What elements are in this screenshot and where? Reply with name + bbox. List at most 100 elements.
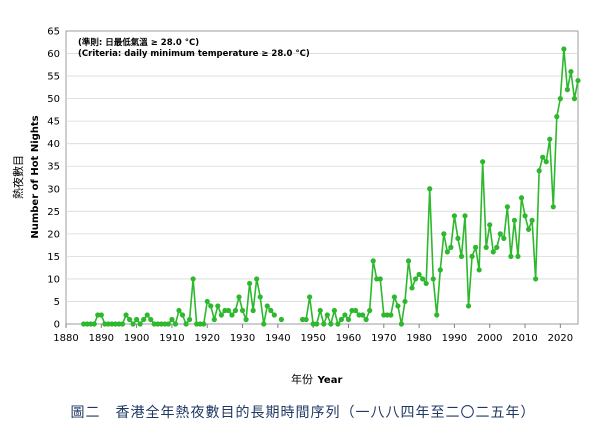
data-point xyxy=(345,316,352,323)
data-point xyxy=(469,253,475,259)
y-tick-label: 45 xyxy=(47,117,60,128)
data-point xyxy=(264,303,270,309)
x-tick-label: 1930 xyxy=(230,333,255,344)
data-point xyxy=(307,294,313,300)
annotation-zh: (準則: 日最低氣溫 ≥ 28.0 °C) xyxy=(78,37,199,48)
data-point xyxy=(232,307,239,314)
y-tick-label: 40 xyxy=(47,139,60,150)
y-axis-title-en: Number of Hot Nights xyxy=(30,115,41,238)
x-tick-label: 1940 xyxy=(265,333,290,344)
annotation-en: (Criteria: daily minimum temperature ≥ 2… xyxy=(78,49,310,59)
y-tick-label: 5 xyxy=(54,297,60,308)
data-point xyxy=(557,96,563,102)
data-point xyxy=(518,195,525,201)
data-point xyxy=(317,307,323,314)
data-point xyxy=(201,321,207,327)
y-tick-label: 35 xyxy=(47,162,60,173)
data-point xyxy=(137,321,143,327)
x-tick-label: 1990 xyxy=(442,333,467,344)
data-point xyxy=(342,312,348,318)
y-tick-label: 20 xyxy=(47,229,60,240)
data-point xyxy=(243,316,249,323)
y-tick-label: 30 xyxy=(47,184,60,195)
x-axis-title: 年份 Year xyxy=(291,372,342,386)
y-axis-title: 熱夜數目 Number of Hot Nights xyxy=(11,115,41,238)
data-point xyxy=(278,316,284,323)
x-tick-label: 2020 xyxy=(548,333,573,344)
y-axis-title-zh: 熱夜數目 xyxy=(11,155,25,199)
data-point xyxy=(494,244,500,250)
data-point xyxy=(458,253,465,259)
x-tick-label: 2010 xyxy=(512,333,537,344)
data-point xyxy=(363,316,369,323)
y-axis-ticks: 0 5 10 15 20 25 30 35 40 45 50 55 60 65 xyxy=(47,27,60,331)
data-point xyxy=(409,285,415,291)
data-point xyxy=(360,312,366,318)
data-point xyxy=(141,316,147,323)
data-point xyxy=(144,312,150,318)
plot-area xyxy=(65,30,579,325)
data-point xyxy=(543,159,549,165)
x-tick-label: 1900 xyxy=(124,333,149,344)
data-point xyxy=(271,312,277,318)
data-point xyxy=(533,276,539,282)
data-point xyxy=(501,235,507,241)
data-point xyxy=(183,321,189,327)
y-tick-label: 50 xyxy=(47,94,60,105)
data-point xyxy=(568,68,574,75)
data-point xyxy=(250,307,256,314)
data-point xyxy=(554,114,560,120)
x-axis-ticks: 1880 1890 1900 1910 1920 1930 1940 1950 1960 1970… xyxy=(53,324,573,344)
data-point xyxy=(462,213,468,219)
data-point xyxy=(338,316,345,323)
data-point xyxy=(448,244,454,250)
data-point xyxy=(126,316,133,323)
data-point xyxy=(247,280,253,287)
x-tick-label: 1950 xyxy=(300,333,325,344)
y-tick-label: 65 xyxy=(47,27,60,38)
data-point xyxy=(529,217,535,223)
data-point xyxy=(190,276,196,282)
x-tick-label: 1960 xyxy=(336,333,361,344)
data-point xyxy=(441,231,447,237)
data-point xyxy=(395,303,401,309)
data-point xyxy=(504,204,510,210)
x-axis-title-zh: 年份 xyxy=(291,372,313,386)
data-point xyxy=(239,307,246,314)
data-point xyxy=(236,294,242,300)
data-point xyxy=(473,244,479,250)
data-point xyxy=(335,321,341,327)
data-point xyxy=(328,321,334,327)
data-point xyxy=(451,213,458,219)
data-point xyxy=(148,316,154,323)
data-point xyxy=(427,186,433,192)
data-point xyxy=(508,253,514,259)
data-point xyxy=(204,298,210,305)
data-point xyxy=(324,312,330,318)
data-point xyxy=(444,249,450,255)
data-point xyxy=(465,303,472,309)
data-point xyxy=(525,226,532,232)
data-point xyxy=(257,294,263,300)
data-point xyxy=(405,258,412,264)
data-point xyxy=(391,294,397,300)
data-point xyxy=(229,312,235,318)
x-tick-label: 1880 xyxy=(53,333,78,344)
y-tick-label: 15 xyxy=(47,252,60,263)
data-point xyxy=(536,168,542,174)
data-point xyxy=(261,321,267,327)
data-point xyxy=(480,159,486,165)
data-point xyxy=(437,267,443,273)
data-point xyxy=(423,280,429,287)
data-point xyxy=(98,312,104,318)
data-point xyxy=(564,87,571,93)
series-points xyxy=(81,46,581,327)
y-tick-label: 55 xyxy=(47,72,60,83)
x-tick-label: 1980 xyxy=(406,333,431,344)
x-axis-title-en: Year xyxy=(317,375,343,386)
data-point xyxy=(176,307,182,314)
data-point xyxy=(208,303,214,309)
figure-caption: 圖二 香港全年熱夜數目的長期時間序列（一八八四年至二〇二五年） xyxy=(70,405,536,421)
data-point xyxy=(303,316,309,323)
